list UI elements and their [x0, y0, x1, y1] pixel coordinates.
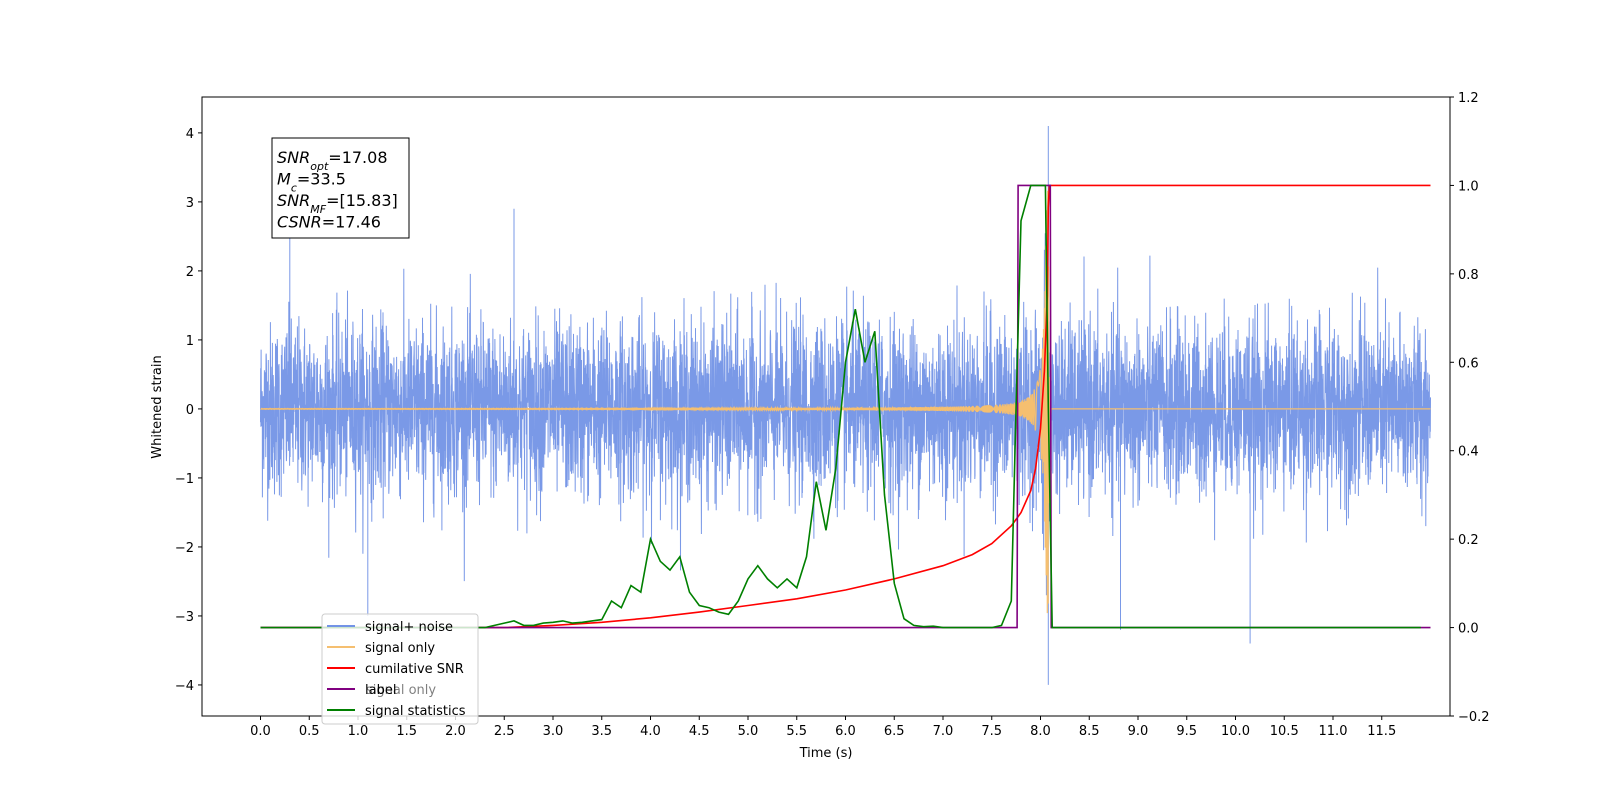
x-tick-label: 11.0: [1319, 724, 1348, 739]
y-axis-left: 4 3 2 1 0 −1 −2 −3 −4: [175, 127, 202, 694]
x-tick-label: 6.5: [884, 724, 905, 739]
x-axis-label: Time (s): [799, 746, 853, 761]
legend-label: label: [365, 683, 396, 698]
stats-line: SNRMF=[15.83]: [277, 191, 398, 216]
y-tick-label: −3: [175, 610, 194, 625]
signal-only-line: [260, 190, 1431, 614]
stats-line: CSNR=17.46: [277, 213, 381, 232]
y2-tick-label: 1.0: [1458, 179, 1479, 194]
series-signal-statistics-line: [260, 184, 1421, 629]
x-tick-label: 4.0: [640, 724, 661, 739]
legend: signal only signal+ noise signal only cumil…: [321, 613, 479, 725]
x-tick-label: 7.5: [981, 724, 1002, 739]
legend-label: cumilative SNR: [365, 662, 464, 677]
stats-annotation: SNRopt=17.08Mc=33.5SNRMF=[15.83]CSNR=17.…: [271, 137, 410, 239]
y-tick-label: 4: [186, 127, 194, 142]
legend-label: signal+ noise: [365, 620, 453, 635]
legend-label: signal only: [365, 641, 435, 656]
x-tick-label: 10.5: [1270, 724, 1299, 739]
x-tick-label: 11.5: [1367, 724, 1396, 739]
y-tick-label: −4: [175, 679, 194, 694]
y2-tick-label: −0.2: [1458, 710, 1490, 725]
stats-line: Mc=33.5: [277, 170, 346, 195]
x-tick-label: 9.0: [1128, 724, 1149, 739]
y-axis-label: Whitened strain: [150, 355, 165, 458]
legend-label: signal statistics: [365, 704, 466, 719]
legend-box: [321, 613, 479, 725]
series-signal-only: [260, 190, 1431, 614]
y-tick-label: 2: [186, 265, 194, 280]
x-tick-label: 1.0: [348, 724, 369, 739]
stats-box: [271, 137, 410, 239]
x-tick-label: 2.0: [445, 724, 466, 739]
x-tick-label: 4.5: [689, 724, 710, 739]
x-tick-label: 6.0: [835, 724, 856, 739]
y2-tick-label: 1.2: [1458, 91, 1479, 106]
y2-tick-label: 0.0: [1458, 622, 1479, 637]
x-tick-label: 5.5: [786, 724, 807, 739]
series-cumilative-snr-line: [260, 184, 1431, 629]
plot-area: [260, 126, 1431, 685]
x-tick-label: 1.5: [396, 724, 417, 739]
y-tick-label: 3: [186, 196, 194, 211]
y-axis-right: 1.2 1.0 0.8 0.6 0.4 0.2 0.0 −0.2: [1450, 91, 1490, 725]
y-tick-label: 1: [186, 334, 194, 349]
x-tick-label: 9.5: [1176, 724, 1197, 739]
x-tick-label: 8.5: [1079, 724, 1100, 739]
x-tick-label: 2.5: [494, 724, 515, 739]
y2-tick-label: 0.8: [1458, 268, 1479, 283]
x-tick-label: 0.0: [250, 724, 271, 739]
y-tick-label: 0: [186, 403, 194, 418]
x-tick-label: 8.0: [1030, 724, 1051, 739]
x-tick-label: 3.0: [543, 724, 564, 739]
y2-tick-label: 0.2: [1458, 533, 1479, 548]
right-axis-series: [260, 184, 1431, 629]
x-tick-label: 10.0: [1221, 724, 1250, 739]
axes-frame: [201, 96, 1451, 717]
x-axis: 0.0 0.5 1.0 1.5 2.0 2.5 3.0 3.5 4.0 4.5 5.0 5.5 6.0 6…: [250, 716, 1396, 739]
x-tick-label: 0.5: [299, 724, 320, 739]
y2-tick-label: 0.4: [1458, 445, 1479, 460]
y-tick-label: −2: [175, 541, 194, 556]
legend-ghost-text: signal only: [366, 683, 436, 698]
x-tick-label: 3.5: [591, 724, 612, 739]
y2-tick-label: 0.6: [1458, 356, 1479, 371]
y-tick-label: −1: [175, 472, 194, 487]
x-tick-label: 5.0: [738, 724, 759, 739]
stats-line: SNRopt=17.08: [277, 148, 388, 173]
x-tick-label: 7.0: [933, 724, 954, 739]
